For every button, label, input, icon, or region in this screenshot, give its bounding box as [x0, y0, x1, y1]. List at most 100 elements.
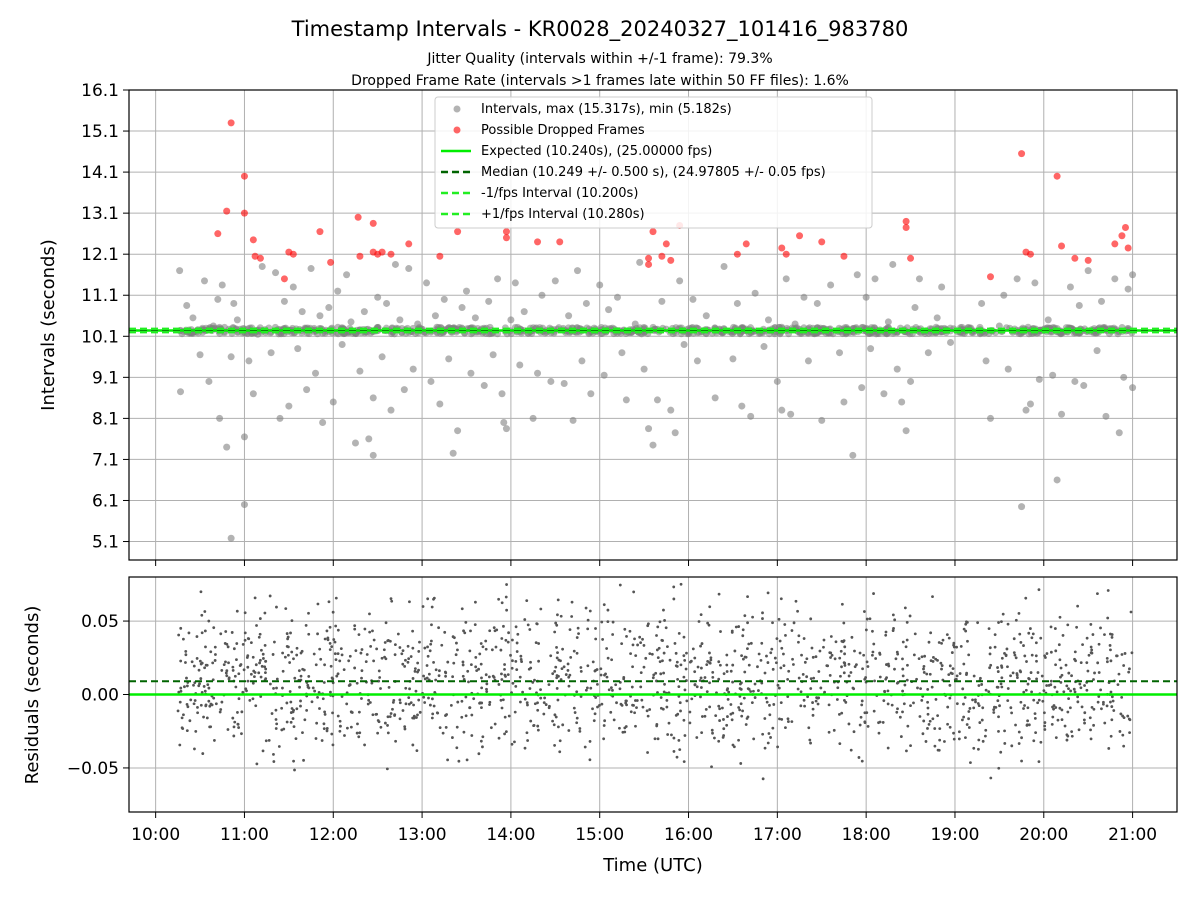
residual-point — [275, 722, 279, 726]
residual-point — [505, 583, 508, 586]
intervals-plot: 5.16.17.18.19.110.111.112.113.114.115.11… — [81, 81, 1178, 566]
residual-point — [965, 723, 969, 726]
residual-point — [965, 620, 969, 624]
dropped-frame-point — [502, 228, 510, 236]
residual-point — [805, 675, 809, 679]
residual-point — [489, 726, 493, 730]
residual-point — [699, 613, 703, 617]
residual-point — [915, 677, 918, 681]
residual-point — [1096, 592, 1099, 596]
residual-point — [194, 729, 198, 733]
residual-point — [202, 685, 206, 688]
residual-point — [398, 717, 402, 721]
residual-point — [557, 725, 560, 729]
residual-point — [1014, 618, 1018, 622]
residual-point — [384, 657, 388, 661]
residual-point — [812, 676, 816, 680]
residual-point — [220, 700, 224, 704]
residual-point — [428, 703, 432, 707]
residual-point — [525, 701, 529, 705]
residual-point — [299, 674, 303, 678]
residual-point — [374, 713, 378, 716]
residual-point — [622, 675, 626, 679]
residual-point — [234, 685, 238, 689]
residual-point — [652, 673, 656, 677]
residual-point — [569, 655, 573, 659]
residual-point — [926, 712, 930, 716]
residual-point — [1105, 656, 1109, 660]
residual-point — [725, 723, 729, 727]
residual-point — [363, 743, 366, 747]
residual-point — [742, 696, 746, 700]
residual-point — [814, 699, 818, 703]
residual-point — [255, 624, 258, 627]
interval-point — [551, 277, 559, 285]
residual-point — [357, 710, 361, 714]
residual-point — [1096, 700, 1100, 704]
residual-point — [827, 703, 831, 707]
residual-point — [677, 738, 681, 742]
residual-point — [528, 628, 532, 631]
residual-point — [567, 675, 571, 679]
residual-point — [799, 690, 803, 694]
residual-point — [918, 715, 922, 718]
residual-point — [455, 746, 459, 750]
residual-point — [594, 637, 598, 641]
residual-point — [624, 725, 628, 728]
residual-point — [684, 667, 688, 671]
residual-point — [733, 649, 737, 653]
residual-point — [586, 664, 590, 668]
residual-point — [905, 620, 909, 624]
residual-point — [554, 621, 558, 625]
residual-point — [200, 690, 204, 694]
residual-point — [325, 629, 329, 633]
residual-point — [555, 687, 559, 690]
legend-dropped-label: Possible Dropped Frames — [481, 123, 645, 138]
residual-point — [554, 715, 558, 719]
residual-point — [474, 655, 478, 659]
residual-point — [828, 673, 832, 677]
residual-point — [779, 701, 783, 705]
residual-point — [292, 657, 295, 661]
residual-point — [451, 736, 454, 739]
interval-point — [729, 355, 737, 363]
residual-point — [500, 678, 504, 681]
residual-point — [786, 677, 790, 681]
residual-point — [699, 644, 702, 648]
interval-point — [1129, 271, 1137, 279]
residual-point — [722, 672, 726, 676]
residual-point — [847, 674, 851, 678]
residual-point — [212, 696, 216, 700]
residual-point — [199, 703, 203, 707]
residual-point — [485, 682, 489, 686]
residual-point — [683, 688, 687, 692]
residual-point — [683, 734, 687, 737]
residual-point — [555, 646, 558, 649]
residual-point — [725, 663, 729, 667]
residual-point — [1001, 612, 1005, 616]
interval-point — [1066, 283, 1074, 291]
residual-point — [864, 676, 868, 679]
residual-point — [292, 725, 296, 729]
residual-point — [863, 721, 867, 725]
residual-point — [398, 698, 402, 702]
residual-point — [343, 734, 346, 737]
residual-point — [1103, 633, 1106, 637]
residual-point — [1000, 656, 1004, 660]
interval-point — [565, 312, 573, 320]
residual-point — [765, 700, 769, 704]
residual-point — [422, 695, 426, 699]
residual-point — [768, 713, 772, 717]
residual-point — [254, 704, 258, 708]
residual-point — [484, 639, 488, 643]
interval-point — [334, 287, 342, 295]
residual-point — [554, 665, 558, 669]
residual-point — [1092, 678, 1095, 681]
residual-point — [336, 672, 340, 676]
residual-point — [819, 686, 823, 690]
residual-point — [806, 695, 810, 699]
residual-point — [909, 744, 912, 748]
residual-point — [999, 682, 1003, 686]
residual-point — [794, 599, 798, 603]
interval-point — [1071, 377, 1079, 385]
